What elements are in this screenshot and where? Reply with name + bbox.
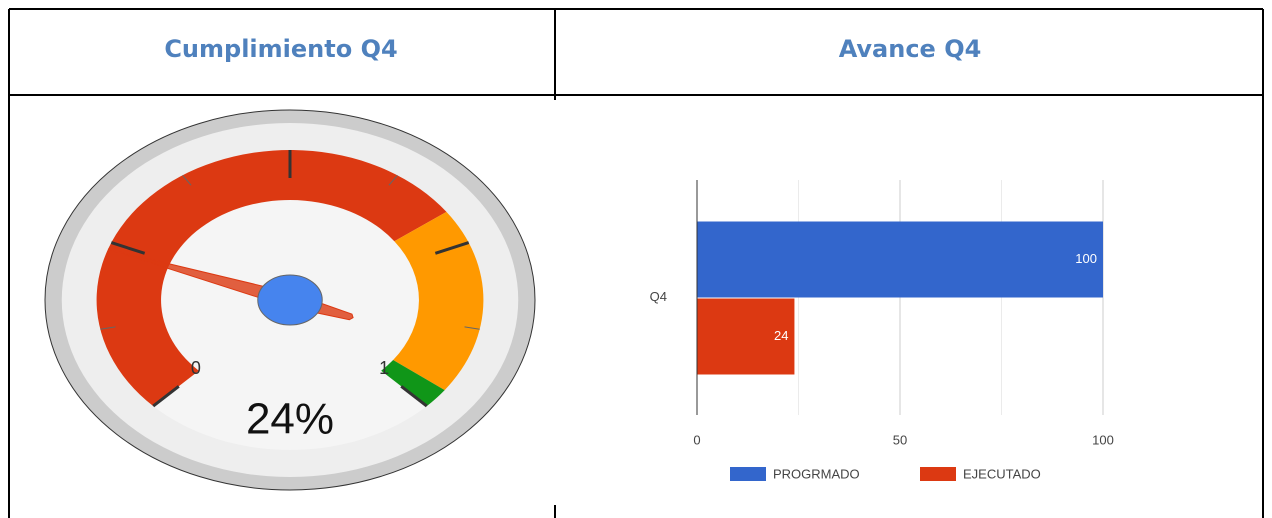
data-label: 100 <box>1075 251 1097 266</box>
legend-swatch <box>730 467 766 481</box>
header: Avance Q4 <box>839 35 982 63</box>
gauge-hub <box>258 275 322 325</box>
gauge-range-label: 0 <box>191 358 201 378</box>
header: Cumplimiento Q4 <box>164 35 397 63</box>
page: Cumplimiento Q4 Avance Q4 0 1 24% 0 50 100 Q4 1… <box>0 0 1272 518</box>
legend-label: EJECUTADO <box>963 466 1041 481</box>
data-label: 24 <box>774 328 788 343</box>
x-tick-label: 100 <box>1092 432 1114 447</box>
y-tick-label: Q4 <box>650 289 667 304</box>
bar <box>697 222 1103 298</box>
gauge-value-label: 24% <box>246 395 334 444</box>
x-tick-label: 0 <box>693 432 700 447</box>
legend-label: PROGRMADO <box>773 466 860 481</box>
legend-swatch <box>920 467 956 481</box>
x-tick-label: 50 <box>893 432 907 447</box>
gauge-range-label: 1 <box>379 358 389 378</box>
